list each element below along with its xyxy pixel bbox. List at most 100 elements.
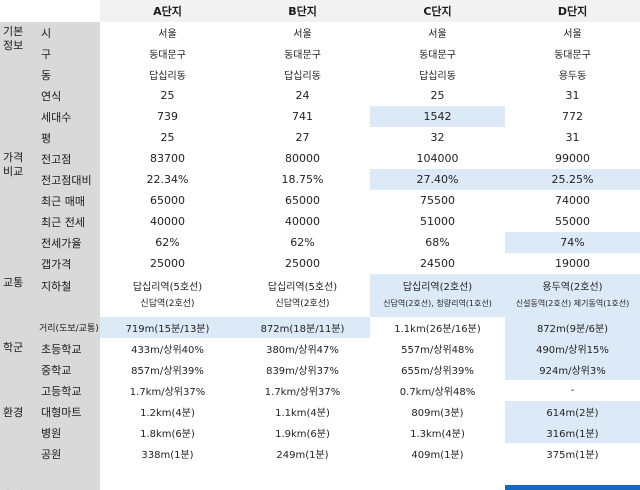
cell-d-subway: 용두역(2호선) 신설동역(2호선) 제기동역(1호선) bbox=[505, 274, 640, 317]
cell-b-park: 249m(1분) bbox=[276, 450, 329, 461]
cell-d-recent-sale: 74000 bbox=[555, 194, 590, 207]
cell-c-dong: 답십리동 bbox=[419, 71, 456, 82]
cell-a-jeonse-ratio: 62% bbox=[155, 236, 180, 249]
cell-c-pyeong: 32 bbox=[430, 131, 445, 144]
cell-d-score: A bbox=[505, 485, 640, 490]
category-total: 총평 bbox=[0, 485, 100, 490]
cell-d-dong: 용두동 bbox=[558, 71, 587, 82]
cell-a-recent-jeonse: 40000 bbox=[150, 215, 185, 228]
row-label-dong: 동 bbox=[37, 64, 100, 85]
cell-c-vs-peak: 27.40% bbox=[370, 169, 505, 190]
cell-d-high: - bbox=[570, 385, 575, 396]
cell-c-gu: 동대문구 bbox=[419, 50, 456, 61]
row-label-recent-sale: 최근 매매 bbox=[37, 190, 100, 211]
cell-c-recent-jeonse: 51000 bbox=[420, 215, 455, 228]
row-label-spacer bbox=[37, 464, 100, 485]
cell-b-vs-peak: 18.75% bbox=[281, 173, 324, 186]
row-label-pyeong: 평 bbox=[37, 127, 100, 148]
cell-c-park: 409m(1분) bbox=[411, 450, 464, 461]
category-price: 가격 비교 bbox=[0, 148, 37, 274]
cell-d-recent-jeonse: 55000 bbox=[555, 215, 590, 228]
cell-a-subway: 답십리역(5호선) 신답역(2호선) bbox=[100, 274, 235, 317]
cell-a-gap-price: 25000 bbox=[150, 257, 185, 270]
cell-b-distance: 872m(18분/11분) bbox=[235, 317, 370, 338]
cell-b-high: 1.7km/상위37% bbox=[264, 387, 341, 398]
category-traffic: 교통 bbox=[0, 274, 37, 338]
header-complex-c: C단지 bbox=[370, 0, 505, 22]
cell-b-hospital: 1.9km(6분) bbox=[275, 429, 330, 440]
row-label-vs-peak: 전고점대비 bbox=[37, 169, 100, 190]
cell-b-subway: 답십리역(5호선) 신답역(2호선) bbox=[235, 274, 370, 317]
cell-d-peak: 99000 bbox=[555, 152, 590, 165]
header-complex-a: A단지 bbox=[100, 0, 235, 22]
cell-d-jeonse-ratio: 74% bbox=[505, 232, 640, 253]
row-label-gu: 구 bbox=[37, 43, 100, 64]
cell-c-gap-price: 24500 bbox=[420, 257, 455, 270]
cell-b-dong: 답십리동 bbox=[284, 71, 321, 82]
cell-b-age: 24 bbox=[295, 89, 310, 102]
row-label-jeonse-ratio: 전세가율 bbox=[37, 232, 100, 253]
cell-b-middle: 839m/상위37% bbox=[266, 366, 339, 377]
cell-a-vs-peak: 22.34% bbox=[146, 173, 189, 186]
category-basic-info: 기본 정보 bbox=[0, 22, 37, 148]
cell-d-gu: 동대문구 bbox=[554, 50, 591, 61]
cell-a-high: 1.7km/상위37% bbox=[129, 387, 206, 398]
cell-a-park: 338m(1분) bbox=[141, 450, 194, 461]
row-label-park: 공원 bbox=[37, 443, 100, 464]
cell-c-subway: 답십리역(2호선) 신답역(2호선), 청량리역(1호선) bbox=[370, 274, 505, 317]
cell-a-units: 739 bbox=[157, 110, 178, 123]
cell-a-hospital: 1.8km(6분) bbox=[140, 429, 195, 440]
category-school: 학군 bbox=[0, 338, 37, 401]
cell-b-recent-sale: 65000 bbox=[285, 194, 320, 207]
cell-b-recent-jeonse: 40000 bbox=[285, 215, 320, 228]
cell-c-peak: 104000 bbox=[416, 152, 459, 165]
subway-line-2: 신답역(2호선), 청량리역(1호선) bbox=[383, 298, 492, 308]
row-label-hospital: 병원 bbox=[37, 422, 100, 443]
row-label-elementary: 초등학교 bbox=[37, 338, 100, 359]
cell-c-age: 25 bbox=[430, 89, 445, 102]
row-label-middle: 중학교 bbox=[37, 359, 100, 380]
row-label-si: 시 bbox=[37, 22, 100, 43]
cell-c-score: B bbox=[370, 485, 505, 490]
cell-c-high: 0.7km/상위48% bbox=[399, 387, 476, 398]
cell-a-distance: 719m(15분/13분) bbox=[100, 317, 235, 338]
cell-b-mart: 1.1km(4분) bbox=[275, 408, 330, 419]
cell-d-units: 772 bbox=[562, 110, 583, 123]
row-label-high: 고등학교 bbox=[37, 380, 100, 401]
cell-b-jeonse-ratio: 62% bbox=[290, 236, 315, 249]
subway-line-1: 용두역(2호선) bbox=[542, 281, 603, 293]
subway-line-2: 신답역(2호선) bbox=[140, 298, 195, 309]
cell-d-park: 375m(1분) bbox=[546, 450, 599, 461]
subway-line-1: 답십리역(5호선) bbox=[132, 281, 203, 293]
cell-a-si: 서울 bbox=[158, 29, 177, 40]
cell-b-peak: 80000 bbox=[285, 152, 320, 165]
cell-a-middle: 857m/상위39% bbox=[131, 366, 204, 377]
cell-a-peak: 83700 bbox=[150, 152, 185, 165]
cell-c-middle: 655m/상위39% bbox=[401, 366, 474, 377]
cell-b-gu: 동대문구 bbox=[284, 50, 321, 61]
cell-a-score: C bbox=[100, 485, 235, 490]
cell-d-pyeong: 31 bbox=[565, 131, 580, 144]
subway-line-1: 답십리역(2호선) bbox=[402, 281, 473, 293]
cell-c-elementary: 557m/상위48% bbox=[401, 345, 474, 356]
row-label-recent-jeonse: 최근 전세 bbox=[37, 211, 100, 232]
cell-d-middle: 924m/상위3% bbox=[505, 359, 640, 380]
header-complex-b: B단지 bbox=[235, 0, 370, 22]
row-label-peak: 전고점 bbox=[37, 148, 100, 169]
cell-b-score: C bbox=[235, 485, 370, 490]
cell-a-elementary: 433m/상위40% bbox=[131, 345, 204, 356]
row-label-mart: 대형마트 bbox=[37, 401, 100, 422]
cell-d-si: 서울 bbox=[563, 29, 582, 40]
cell-c-mart: 809m(3분) bbox=[411, 408, 464, 419]
row-label-gap-price: 갭가격 bbox=[37, 253, 100, 274]
cell-b-elementary: 380m/상위47% bbox=[266, 345, 339, 356]
subway-line-1: 답십리역(5호선) bbox=[267, 281, 338, 293]
category-environment: 환경 bbox=[0, 401, 37, 485]
cell-c-units: 1542 bbox=[370, 106, 505, 127]
subway-line-2: 신답역(2호선) bbox=[275, 298, 330, 309]
cell-a-age: 25 bbox=[160, 89, 175, 102]
row-label-units: 세대수 bbox=[37, 106, 100, 127]
cell-b-units: 741 bbox=[292, 110, 313, 123]
row-label-distance: 거리(도보/교통) bbox=[37, 317, 100, 338]
cell-d-elementary: 490m/상위15% bbox=[505, 338, 640, 359]
